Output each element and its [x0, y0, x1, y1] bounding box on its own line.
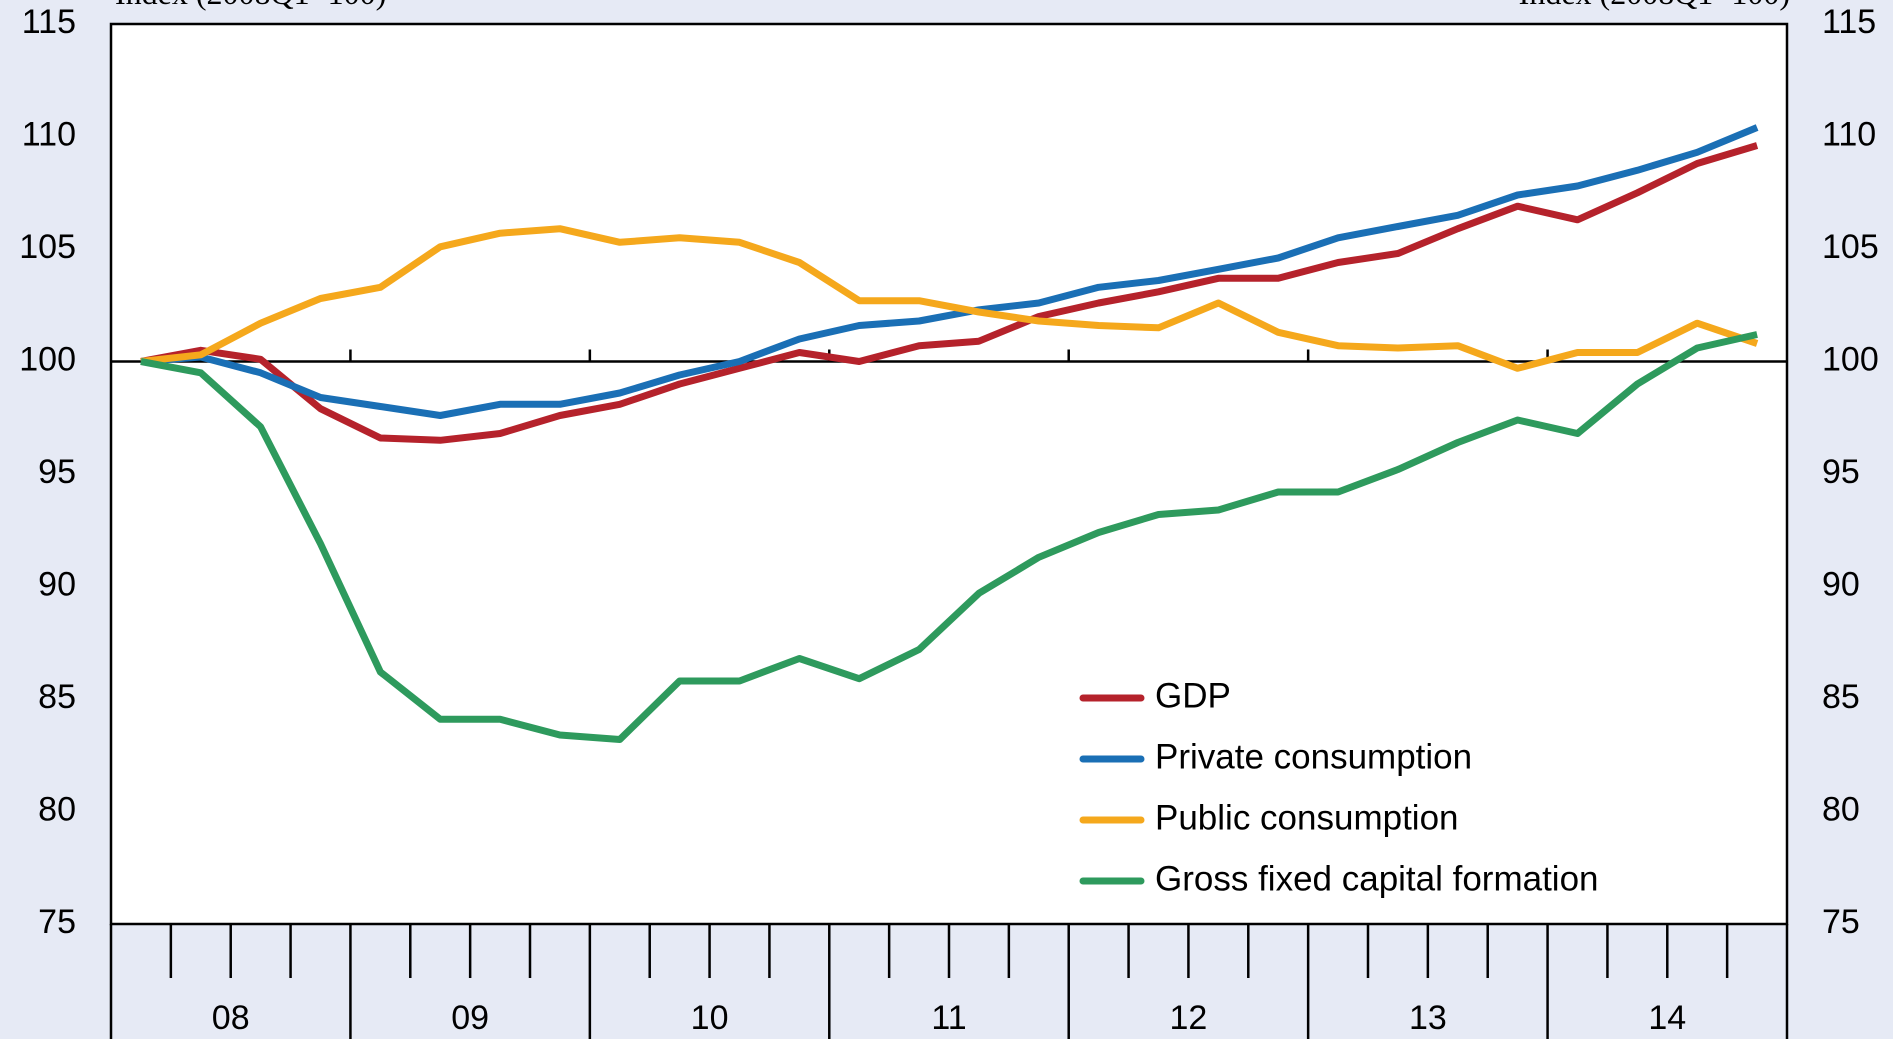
series-line: [140, 124, 1759, 419]
y2-tick-label: 90: [1822, 565, 1860, 603]
series-line: [140, 331, 1758, 743]
x-tick-label: 11: [931, 999, 966, 1037]
y-tick-label: 100: [19, 340, 76, 378]
x-tick-label: 13: [1409, 999, 1447, 1037]
y-tick-label: 95: [38, 453, 76, 491]
x-tick-label: 14: [1648, 999, 1686, 1037]
y-tick-label: 75: [38, 903, 76, 941]
plot-area: [111, 24, 1787, 924]
y-tick-label: 80: [38, 790, 76, 828]
x-tick-label: 12: [1170, 999, 1208, 1037]
legend-label: Public consumption: [1155, 798, 1459, 837]
y2-tick-label: 110: [1822, 115, 1876, 153]
y2-tick-label: 105: [1822, 228, 1879, 266]
legend-label: Private consumption: [1155, 737, 1472, 776]
legend-label: Gross fixed capital formation: [1155, 859, 1599, 898]
plot-border: [109, 22, 1789, 926]
x-tick-label: 08: [212, 999, 250, 1037]
y2-tick-label: 115: [1822, 3, 1876, 41]
y-tick-label: 105: [19, 228, 76, 266]
x-tick-label: 09: [451, 999, 489, 1037]
series-line: [140, 142, 1759, 444]
y-tick-label: 110: [22, 115, 76, 153]
y2-tick-label: 95: [1822, 453, 1860, 491]
y2-tick-label: 100: [1822, 340, 1879, 378]
x-tick-label: 10: [691, 999, 729, 1037]
y2-tick-label: 85: [1822, 678, 1860, 716]
y-tick-label: 90: [38, 565, 76, 603]
y-tick-label: 85: [38, 678, 76, 716]
y-axis-label: Index (2008Q1=100): [115, 0, 386, 11]
y-tick-label: 115: [22, 3, 76, 41]
y2-tick-label: 75: [1822, 903, 1860, 941]
y2-axis-label: Index (2008Q1=100): [1519, 0, 1790, 11]
legend-label: GDP: [1155, 676, 1231, 715]
series-line: [140, 225, 1759, 372]
y2-tick-label: 80: [1822, 790, 1860, 828]
